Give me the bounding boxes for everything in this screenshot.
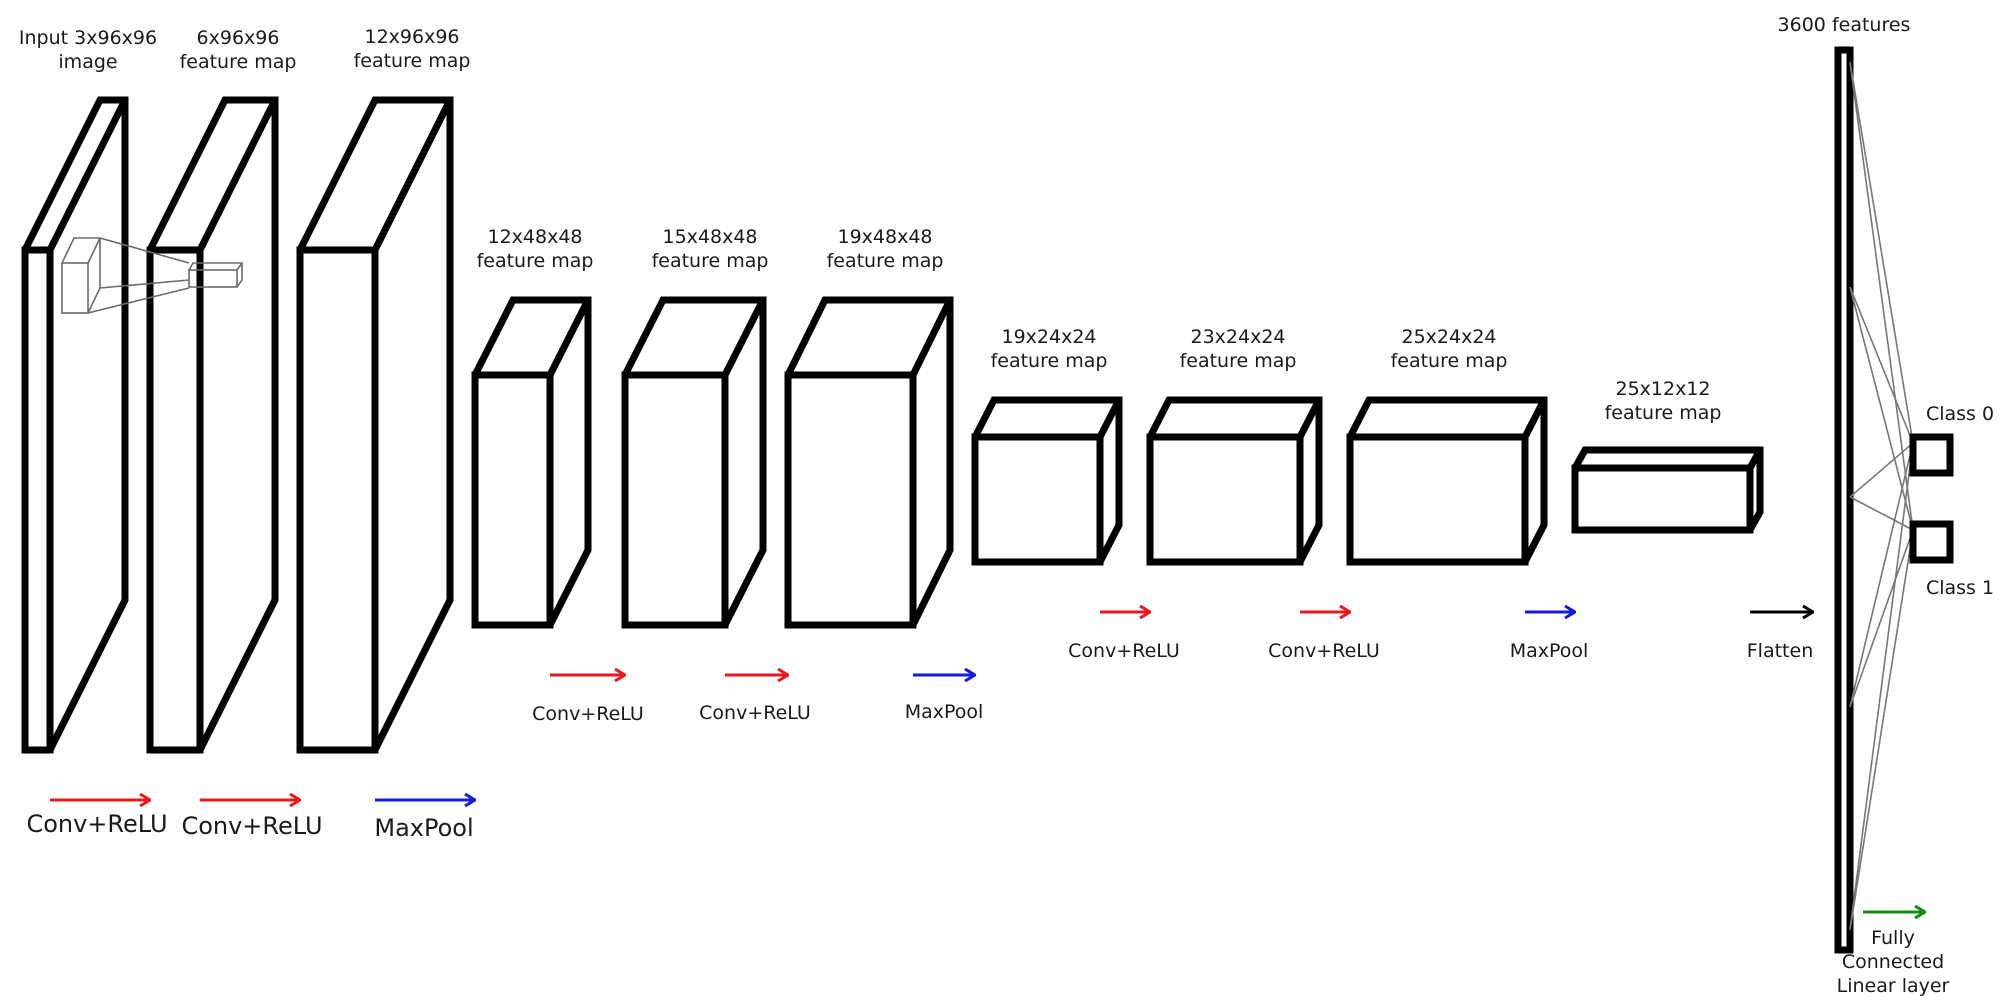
layer-label-pool2: 19x24x24 <box>1001 326 1096 348</box>
op-label-conv-relu-6: Conv+ReLU <box>1268 640 1380 662</box>
layer-label-pool3: 25x12x12 <box>1615 378 1710 400</box>
op-label-conv-relu-4: Conv+ReLU <box>699 702 811 724</box>
layer-label-conv1: 6x96x96 <box>197 27 280 49</box>
layer-block-pool2 <box>971 396 1123 566</box>
layer-sublabel-input: image <box>58 51 117 73</box>
layer-block-conv2 <box>296 96 454 754</box>
op-label-conv-relu-3: Conv+ReLU <box>532 703 644 725</box>
layer-label-pool1: 12x48x48 <box>487 226 582 248</box>
class-1-label: Class 1 <box>1926 577 1994 599</box>
layer-block-conv5 <box>1146 396 1323 566</box>
layer-block-conv6 <box>1346 396 1548 566</box>
op-label-conv-relu-2: Conv+ReLU <box>181 812 322 840</box>
layer-block-pool1 <box>471 296 592 629</box>
layer-sublabel-conv2: feature map <box>354 50 471 72</box>
flatten-vector-bar <box>1834 46 1854 954</box>
op-label-fully-connected-2: Connected <box>1842 951 1944 973</box>
layer-block-conv1 <box>146 96 279 754</box>
layer-block-pool3 <box>1571 446 1764 534</box>
layer-block-input <box>21 96 129 754</box>
class-0-box <box>1909 433 1954 477</box>
layer-sublabel-conv1: feature map <box>180 51 297 73</box>
layer-label-conv6: 25x24x24 <box>1401 326 1496 348</box>
op-label-flatten: Flatten <box>1747 640 1813 662</box>
kernel-illustration <box>61 237 243 314</box>
layer-block-conv3 <box>621 296 767 629</box>
op-label-conv-relu-5: Conv+ReLU <box>1068 640 1180 662</box>
op-label-maxpool-2: MaxPool <box>905 701 984 723</box>
layer-sublabel-pool3: feature map <box>1605 402 1722 424</box>
class-1-box <box>1909 520 1954 564</box>
layer-sublabel-conv5: feature map <box>1180 350 1297 372</box>
layer-sublabel-pool1: feature map <box>477 250 594 272</box>
op-label-maxpool-1: MaxPool <box>374 814 473 842</box>
fc-connections <box>1849 61 1914 931</box>
op-label-conv-relu-1: Conv+ReLU <box>26 810 167 838</box>
layer-sublabel-conv4: feature map <box>827 250 944 272</box>
layer-label-flat: 3600 features <box>1778 14 1911 36</box>
layer-sublabel-conv6: feature map <box>1391 350 1508 372</box>
layer-label-conv4: 19x48x48 <box>837 226 932 248</box>
layer-label-conv3: 15x48x48 <box>662 226 757 248</box>
layer-sublabel-pool2: feature map <box>991 350 1108 372</box>
layer-label-conv2: 12x96x96 <box>364 26 459 48</box>
op-label-fully-connected-1: Fully <box>1871 927 1915 949</box>
layer-label-input: Input 3x96x96 <box>19 27 157 49</box>
layer-block-conv4 <box>784 296 954 629</box>
layer-label-conv5: 23x24x24 <box>1190 326 1285 348</box>
op-label-fully-connected-3: Linear layer <box>1837 975 1950 997</box>
op-label-maxpool-3: MaxPool <box>1510 640 1589 662</box>
layer-sublabel-conv3: feature map <box>652 250 769 272</box>
class-0-label: Class 0 <box>1926 403 1994 425</box>
